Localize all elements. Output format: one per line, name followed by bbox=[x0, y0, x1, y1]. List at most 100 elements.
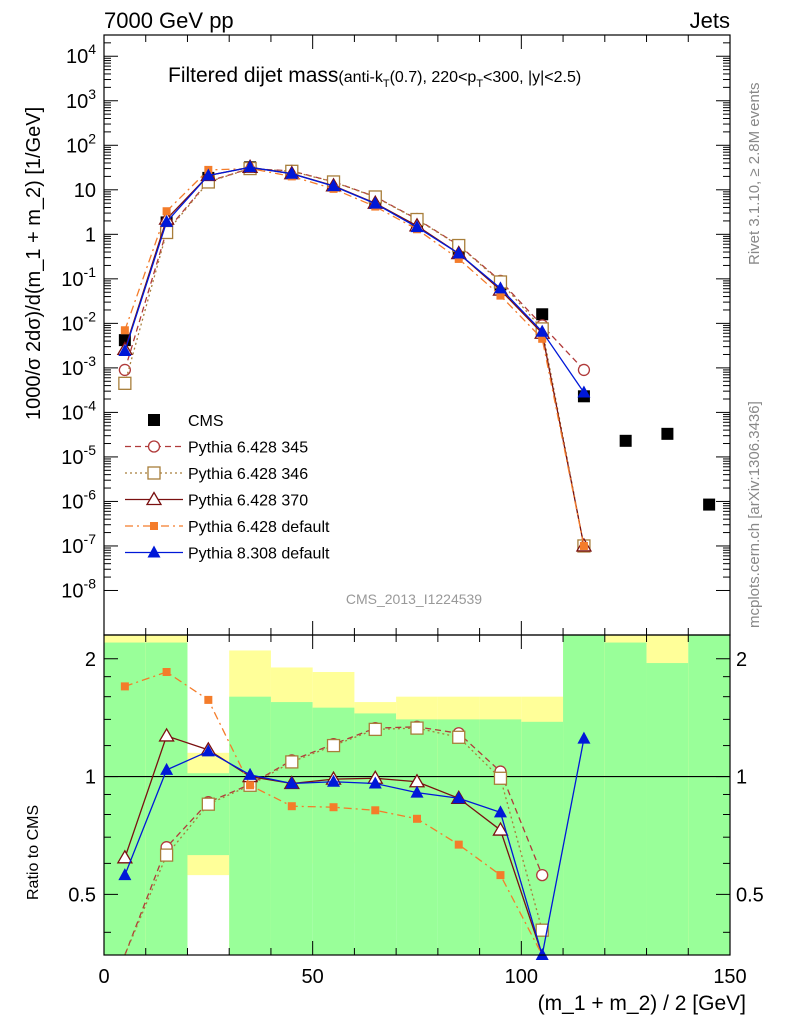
legend-item-p346: Pythia 6.428 346 bbox=[125, 466, 308, 483]
y-tick-label: 10-1 bbox=[61, 264, 96, 291]
ratio-data-point bbox=[329, 803, 338, 812]
legend-label: Pythia 6.428 370 bbox=[188, 493, 308, 510]
ratio-series-p8def bbox=[118, 731, 591, 960]
band-green bbox=[479, 719, 522, 955]
data-point bbox=[703, 498, 716, 511]
ratio-data-point bbox=[285, 755, 299, 769]
band-green bbox=[604, 642, 647, 955]
series-line bbox=[124, 167, 585, 371]
data-point bbox=[368, 196, 382, 209]
band-green bbox=[104, 642, 146, 955]
data-point bbox=[120, 326, 129, 335]
ratio-data-point bbox=[492, 821, 509, 836]
ratio-y-tick-label-right: 0.5 bbox=[736, 884, 764, 906]
series-line bbox=[124, 166, 585, 547]
band-green bbox=[396, 719, 438, 955]
legend-marker bbox=[147, 466, 161, 480]
ratio-data-point bbox=[493, 771, 508, 785]
data-point bbox=[538, 334, 547, 343]
legend-marker bbox=[145, 491, 163, 506]
y-tick-label: 10-2 bbox=[61, 308, 96, 335]
ratio-data-point bbox=[243, 767, 257, 780]
data-point bbox=[577, 363, 591, 377]
ratio-data-point bbox=[454, 840, 463, 849]
ratio-y-tick-label-right: 1 bbox=[736, 767, 747, 789]
ratio-series-line bbox=[124, 738, 585, 956]
y-tick-label: 10-4 bbox=[61, 397, 96, 424]
ratio-data-point bbox=[204, 695, 213, 704]
legend-label: Pythia 8.308 default bbox=[188, 546, 330, 563]
ratio-data-point bbox=[201, 744, 215, 757]
plot-title-detail-suffix: <300, |y|<2.5) bbox=[483, 69, 581, 86]
y-tick-label: 1 bbox=[85, 224, 96, 246]
data-point bbox=[410, 220, 424, 233]
data-point bbox=[285, 166, 299, 179]
band-green bbox=[187, 773, 230, 856]
main-ylabel: 1000/σ 2dσ)/d(m_1 + m_2) [1/GeV] bbox=[23, 107, 45, 420]
legend-item-p345: Pythia 6.428 345 bbox=[125, 440, 308, 457]
y-tick-label: 103 bbox=[66, 86, 96, 113]
legend-marker bbox=[147, 545, 161, 558]
y-tick-label: 102 bbox=[66, 130, 96, 157]
data-point bbox=[661, 427, 674, 440]
series-line bbox=[124, 166, 585, 393]
ratio-ylabel: Ratio to CMS bbox=[25, 805, 42, 900]
header-right: Jets bbox=[690, 8, 730, 33]
y-tick-label: 10-3 bbox=[61, 353, 96, 380]
ratio-data-point bbox=[577, 731, 591, 744]
y-tick-label: 10 bbox=[74, 180, 96, 202]
legend-item-p8def: Pythia 8.308 default bbox=[125, 545, 330, 563]
data-point bbox=[454, 254, 463, 263]
legend-label: Pythia 6.428 346 bbox=[188, 466, 308, 483]
band-green bbox=[646, 663, 689, 955]
series-line bbox=[124, 167, 585, 547]
y-tick-label: 10-7 bbox=[61, 531, 96, 558]
legend-label: CMS bbox=[188, 413, 224, 430]
ratio-data-point bbox=[371, 806, 380, 815]
band-green bbox=[145, 642, 188, 955]
series-line bbox=[124, 167, 585, 547]
data-point bbox=[493, 281, 507, 294]
ratio-data-point bbox=[116, 849, 133, 864]
ratio-data-point bbox=[535, 923, 549, 937]
x-tick-label: 150 bbox=[713, 966, 746, 988]
ratio-data-point bbox=[160, 762, 174, 775]
ratio-data-point bbox=[327, 774, 341, 787]
ratio-y-tick-label-left: 2 bbox=[85, 649, 96, 671]
ratio-data-point bbox=[410, 785, 424, 798]
legend-label: Pythia 6.428 345 bbox=[188, 440, 308, 457]
data-point bbox=[160, 214, 174, 227]
legend-marker bbox=[148, 414, 160, 426]
ratio-frame bbox=[103, 634, 731, 956]
mcplots-label: mcplots.cern.ch [arXiv:1306.3436] bbox=[746, 401, 763, 628]
ratio-data-point bbox=[287, 802, 296, 811]
y-tick-label: 104 bbox=[66, 41, 96, 68]
plot-title-detail-prefix: (anti-k bbox=[338, 69, 383, 86]
legend-item-cms: CMS bbox=[148, 413, 224, 430]
band-green bbox=[354, 713, 397, 955]
data-point bbox=[452, 246, 466, 259]
y-tick-label: 10-5 bbox=[61, 442, 96, 469]
legend: CMS Pythia 6.428 345 Pythia 6.428 346 Pythi… bbox=[125, 413, 330, 563]
ratio-data-point bbox=[246, 781, 255, 790]
plot-title-detail-mid: (0.7), 220<p bbox=[390, 69, 477, 86]
ratio-data-point bbox=[159, 848, 174, 862]
main-panel: 10-8 10-7 10-6 10-5 10-4 10-3 10-2 10-1 1 10 102 10… bbox=[61, 35, 731, 635]
ratio-data-point bbox=[452, 730, 466, 744]
legend-marker bbox=[150, 522, 158, 530]
plot-title: Filtered dijet mass(anti-kT(0.7), 220<pT… bbox=[168, 64, 581, 90]
ratio-y-tick-label-left: 1 bbox=[85, 767, 96, 789]
x-tick-label: 50 bbox=[302, 966, 324, 988]
band-green bbox=[229, 696, 271, 955]
ratio-data-point bbox=[118, 868, 132, 881]
legend-marker bbox=[147, 440, 161, 453]
data-point bbox=[118, 363, 132, 377]
ratio-y-tick-label-left: 0.5 bbox=[68, 884, 96, 906]
band-green bbox=[437, 719, 480, 955]
ratio-data-point bbox=[285, 776, 299, 789]
watermark: CMS_2013_I1224539 bbox=[346, 591, 482, 607]
data-point bbox=[535, 324, 549, 337]
data-point bbox=[118, 376, 132, 390]
header-left: 7000 GeV pp bbox=[104, 8, 234, 33]
